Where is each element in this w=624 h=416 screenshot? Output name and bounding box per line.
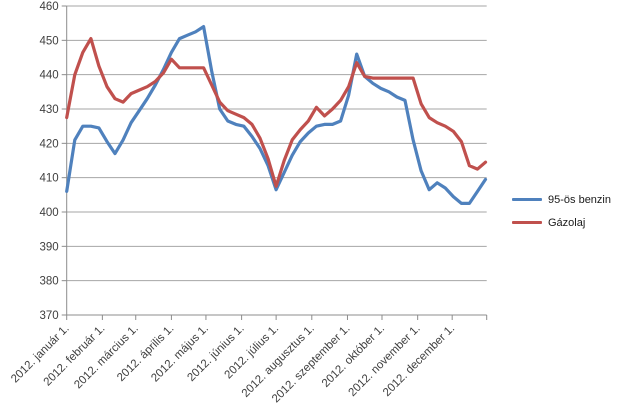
y-tick-label: 400 (40, 207, 59, 219)
legend-item-benzin: 95-ös benzin (512, 188, 611, 211)
y-tick-label: 430 (40, 104, 59, 116)
legend: 95-ös benzin Gázolaj (512, 188, 611, 234)
x-tick-label: 2012. október 1. (320, 323, 387, 390)
legend-line-swatch-gazolaj (512, 221, 542, 224)
y-tick-label: 390 (40, 241, 59, 253)
y-tick-label: 420 (40, 138, 59, 150)
legend-item-gazolaj: Gázolaj (512, 211, 611, 234)
y-tick-label: 380 (40, 276, 59, 288)
legend-label-gazolaj: Gázolaj (548, 216, 586, 229)
legend-label-benzin: 95-ös benzin (548, 193, 611, 206)
y-tick-label: 460 (40, 1, 59, 13)
y-tick-label: 450 (40, 35, 59, 47)
y-tick-label: 370 (40, 310, 59, 322)
y-tick-label: 410 (40, 173, 59, 185)
series-line-benzin-95 (65, 25, 488, 205)
series-line-gazolaj (65, 36, 488, 188)
x-tick-label: 2012. március 1. (72, 323, 141, 392)
y-tick-label: 440 (40, 70, 59, 82)
legend-line-swatch-benzin (512, 198, 542, 201)
x-tick-label: 2012. február 1. (42, 323, 108, 389)
